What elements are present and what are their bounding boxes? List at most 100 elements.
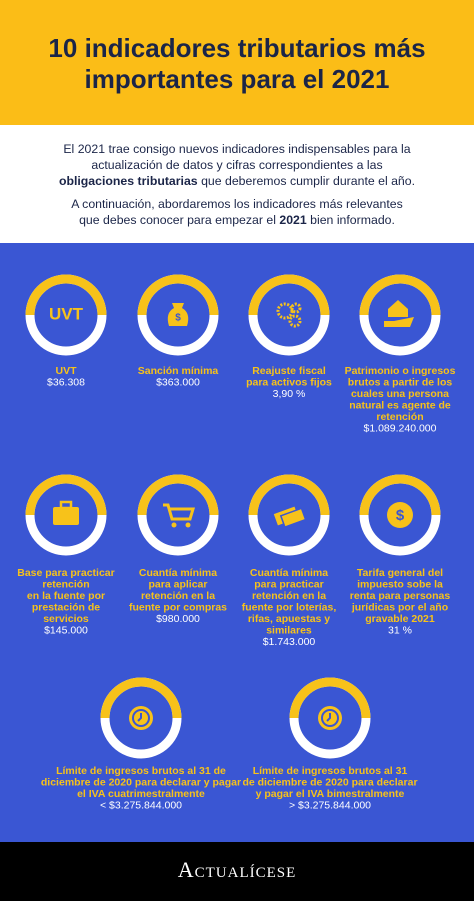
indicator-value: $1.743.000 (263, 636, 316, 648)
indicator-value: $363.000 (156, 376, 200, 388)
ring-arc (25, 474, 107, 516)
ring-arc (359, 474, 441, 516)
header-band (0, 0, 474, 125)
intro-line: obligaciones tributarias que deberemos c… (59, 174, 415, 188)
indicator-label: para practicar (254, 578, 323, 590)
indicator-label: Tarifa general del (357, 567, 443, 579)
indicator-value: > $3.275.844.000 (289, 799, 371, 811)
indicator-label: Límite de ingresos brutos al 31 (253, 765, 408, 777)
indicator-label: rifas, apuestas y (248, 613, 330, 625)
intro-line: que debes conocer para empezar el 2021 b… (79, 213, 395, 227)
indicator-value: $1.089.240.000 (364, 422, 437, 434)
indicator-label: Reajuste fiscal (252, 365, 326, 377)
intro-segment: que deberemos cumplir durante el año. (198, 174, 415, 188)
indicator-value: $980.000 (156, 613, 200, 625)
indicator-label: retención en la (252, 590, 326, 602)
indicator-label: retención (376, 411, 423, 423)
indicator-label: gravable 2021 (365, 613, 435, 625)
indicator-label: prestación de (32, 601, 100, 613)
ring-arc (25, 274, 107, 316)
intro-segment: El 2021 trae consigo nuevos indicadores … (63, 142, 410, 156)
ring-arc (359, 274, 441, 316)
icon (53, 507, 79, 525)
brand: Actualícese (178, 857, 297, 882)
indicator-label: de diciembre de 2020 para declarar (242, 776, 417, 788)
ring-arc (289, 677, 371, 719)
intro-segment: actualización de datos y cifras correspo… (91, 158, 382, 172)
indicator-label: fuente por compras (129, 601, 227, 613)
indicator-label: jurídicas por el año (351, 601, 448, 613)
indicator-label: para aplicar (149, 578, 208, 590)
intro-segment: bien informado. (307, 213, 395, 227)
indicator-value: < $3.275.844.000 (100, 799, 182, 811)
icon (290, 302, 302, 314)
indicator-label: Sanción mínima (138, 365, 219, 377)
ring-arc (248, 474, 330, 516)
indicator-label: fuente por loterías, (242, 601, 337, 613)
icon (288, 314, 302, 328)
icon (132, 709, 150, 727)
indicator-value: $36.308 (47, 376, 85, 388)
indicator: Límite de ingresos brutos al 31 dediciem… (41, 677, 241, 811)
indicator-label: Patrimonio o ingresos (345, 365, 456, 377)
icon (171, 522, 177, 528)
indicator-value: 31 % (388, 624, 412, 636)
icon (276, 302, 294, 320)
icon (326, 713, 331, 722)
icon (321, 709, 339, 727)
indicator-label: Límite de ingresos brutos al 31 de (56, 765, 226, 777)
ring-arc (248, 274, 330, 316)
ring-arc (137, 474, 219, 516)
indicator-label: en la fuente por (27, 590, 105, 602)
intro-line: actualización de datos y cifras correspo… (91, 158, 382, 172)
indicator-label: cuales una persona (351, 388, 449, 400)
icon (384, 317, 414, 327)
indicator-label: servicios (43, 613, 89, 625)
intro-band (0, 125, 474, 243)
ring-arc (100, 677, 182, 719)
indicator-label: el IVA cuatrimestralmente (77, 788, 205, 800)
title-line: importantes para el 2021 (85, 64, 390, 94)
title-line: 10 indicadores tributarios más (48, 33, 425, 63)
intro-segment: obligaciones tributarias (59, 174, 198, 188)
icon (137, 713, 142, 722)
indicator-label: Cuantía mínima (250, 567, 328, 579)
indicator-label: retención (42, 578, 89, 590)
icon (387, 502, 413, 528)
icon (163, 503, 196, 521)
footer-band (0, 842, 474, 901)
intro-segment: A continuación, abordaremos los indicado… (71, 197, 403, 211)
icon-text: UVT (49, 304, 84, 323)
icon (388, 300, 408, 317)
indicator-label: impuesto sobe la (357, 578, 443, 590)
ring-arc (137, 274, 219, 316)
intro-segment: que debes conocer para empezar el (79, 213, 279, 227)
indicator-label: para activos fijos (246, 376, 332, 388)
icon (59, 500, 73, 510)
indicator-label: renta para personas (350, 590, 451, 602)
intro-line: A continuación, abordaremos los indicado… (71, 197, 403, 211)
content: 10 indicadores tributarios másimportante… (17, 33, 455, 882)
indicator-value: 3,90 % (273, 388, 306, 400)
indicator-value: $145.000 (44, 624, 88, 636)
indicator-label: similares (266, 624, 312, 636)
indicator-label: retención en la (141, 590, 215, 602)
indicator-label: y pagar el IVA bimestralmente (256, 788, 405, 800)
indicator-label: Base para practicar (17, 567, 114, 579)
intro-line: El 2021 trae consigo nuevos indicadores … (63, 142, 410, 156)
indicator: $ Sanción mínima$363.000 (137, 274, 219, 388)
intro-segment: 2021 (279, 213, 307, 227)
icon: $ (396, 507, 405, 524)
indicator-label: diciembre de 2020 para declarar y pagar (41, 776, 241, 788)
indicator-label: brutos a partir de los (348, 376, 453, 388)
indicator-label: natural es agente de (349, 399, 451, 411)
icon (185, 522, 191, 528)
indicator-label: Cuantía mínima (139, 567, 217, 579)
